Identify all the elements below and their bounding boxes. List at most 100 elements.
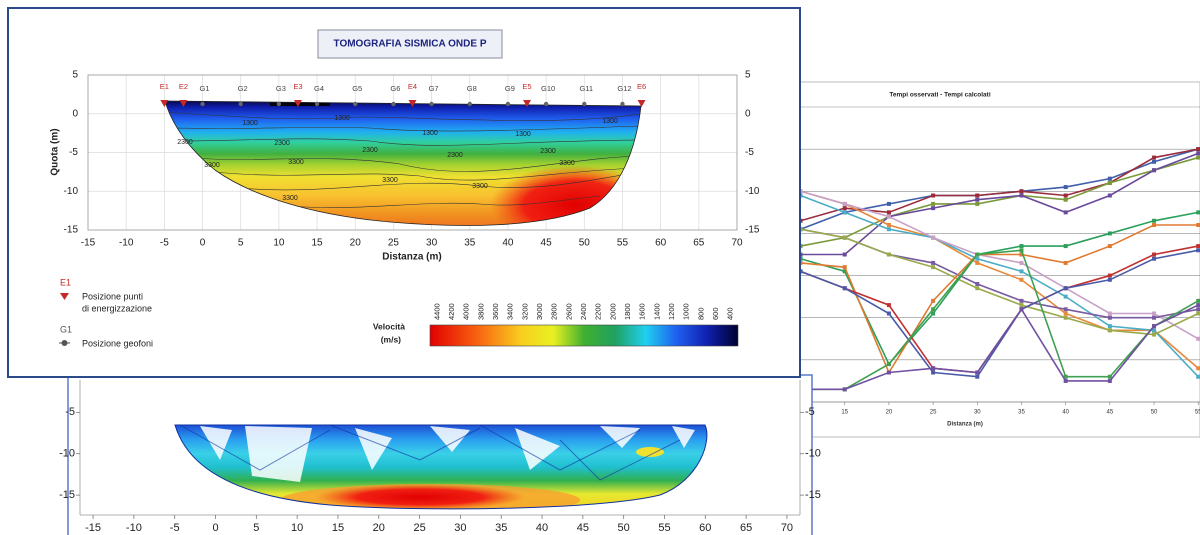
contour-line bbox=[239, 171, 641, 191]
series-marker bbox=[1107, 193, 1112, 198]
x-tick-label: -5 bbox=[160, 238, 169, 249]
series-marker bbox=[975, 201, 980, 206]
x-tick-label: -10 bbox=[126, 522, 142, 534]
series-marker bbox=[1019, 269, 1024, 274]
legend-text: Posizione punti bbox=[82, 291, 143, 301]
x-tick-label: 40 bbox=[502, 238, 514, 249]
series-marker bbox=[886, 201, 891, 206]
x-tick-label: 50 bbox=[579, 238, 591, 249]
series-marker bbox=[1063, 307, 1068, 312]
series-marker bbox=[1196, 248, 1200, 253]
series-marker bbox=[1107, 277, 1112, 282]
series-marker bbox=[931, 201, 936, 206]
series-line bbox=[800, 190, 1199, 369]
contour-label: 2300 bbox=[447, 152, 463, 159]
y-tick-label: -15 bbox=[64, 225, 79, 236]
series-marker bbox=[1196, 223, 1200, 227]
velocity-field bbox=[270, 101, 330, 106]
series-marker bbox=[1019, 252, 1024, 257]
x-tick-label: 35 bbox=[495, 522, 507, 534]
x-tick-label: -15 bbox=[85, 522, 101, 534]
series-marker bbox=[1196, 147, 1200, 152]
y-tick-label: 5 bbox=[745, 70, 751, 81]
series-marker bbox=[886, 370, 891, 375]
series-marker bbox=[886, 252, 891, 257]
legend-text: di energizzazione bbox=[82, 303, 152, 313]
x-tick-label: 10 bbox=[291, 522, 303, 534]
series-marker bbox=[1107, 176, 1112, 181]
series-marker bbox=[1019, 298, 1024, 303]
x-axis-label: Distanza (m) bbox=[947, 422, 983, 428]
geophone-label: G10 bbox=[541, 84, 555, 93]
series-line bbox=[800, 156, 1199, 247]
series-marker bbox=[1196, 298, 1200, 303]
series-marker bbox=[1107, 374, 1112, 379]
colorbar-tick-label: 1800 bbox=[623, 303, 632, 320]
contour-label: 1300 bbox=[334, 115, 350, 122]
colorbar-tick-label: 4200 bbox=[447, 303, 456, 320]
contour-label: 2300 bbox=[362, 147, 378, 154]
velocity-field bbox=[315, 484, 525, 509]
plot-area bbox=[797, 106, 1200, 405]
series-marker bbox=[1196, 311, 1200, 316]
series-marker bbox=[886, 223, 891, 227]
contour-line bbox=[194, 155, 641, 172]
geophone-label: G7 bbox=[429, 84, 439, 93]
legend-symbol-label: G1 bbox=[60, 324, 72, 334]
geophone-marker bbox=[543, 101, 549, 107]
series-marker bbox=[1063, 210, 1068, 215]
series-marker bbox=[1107, 180, 1112, 185]
geophone-marker bbox=[620, 101, 625, 107]
series-line bbox=[800, 190, 1199, 340]
colorbar-tick-label: 2800 bbox=[550, 303, 559, 320]
x-tick-label: 50 bbox=[618, 522, 630, 534]
series-marker bbox=[1063, 197, 1068, 202]
y-tick-label: -5 bbox=[65, 406, 75, 418]
plot-frame bbox=[87, 74, 738, 231]
x-tick-label: 5 bbox=[253, 522, 259, 534]
series-marker bbox=[1152, 155, 1157, 160]
geophone-label: G11 bbox=[579, 84, 593, 93]
x-tick-label: 55 bbox=[1195, 410, 1200, 416]
series-marker bbox=[886, 214, 891, 219]
electrode-marker bbox=[637, 100, 646, 107]
colorbar-tick-label: 400 bbox=[726, 307, 735, 320]
model-outline bbox=[174, 424, 708, 510]
x-tick-label: -10 bbox=[119, 238, 134, 249]
series-marker bbox=[1063, 315, 1068, 320]
series-marker bbox=[1152, 223, 1157, 227]
series-marker bbox=[1019, 193, 1024, 198]
x-tick-label: 35 bbox=[464, 238, 476, 249]
contour-label: 1300 bbox=[242, 120, 258, 127]
contour-label: 3300 bbox=[282, 195, 298, 202]
colorbar-tick-label: 2000 bbox=[608, 303, 617, 320]
series-marker bbox=[1063, 374, 1068, 379]
colorbar-tick-label: 4400 bbox=[432, 303, 441, 320]
x-axis-label: Distanza (m) bbox=[382, 252, 441, 263]
x-tick-label: 50 bbox=[1151, 410, 1158, 416]
geophone-marker bbox=[200, 101, 205, 107]
geophone-marker bbox=[353, 101, 358, 107]
colorbar-tick-label: 3000 bbox=[535, 303, 544, 320]
series-marker bbox=[931, 260, 936, 265]
series-marker bbox=[1196, 244, 1200, 249]
series-marker bbox=[975, 260, 980, 265]
contour-label: 3300 bbox=[382, 177, 398, 184]
series-marker bbox=[1196, 336, 1200, 341]
x-tick-label: 70 bbox=[731, 238, 743, 249]
series-marker bbox=[931, 307, 936, 312]
series-marker bbox=[975, 370, 980, 375]
series-marker bbox=[1063, 378, 1068, 383]
cell-edge bbox=[479, 425, 641, 471]
y-tick-label: -5 bbox=[69, 147, 78, 158]
y-tick-label: -10 bbox=[59, 448, 75, 460]
contour-label: 3300 bbox=[559, 160, 575, 167]
series-marker bbox=[931, 206, 936, 211]
colorbar-tick-label: 1200 bbox=[667, 303, 676, 320]
geophone-label: G8 bbox=[467, 84, 477, 93]
series-marker bbox=[931, 193, 936, 198]
cell-edge bbox=[329, 425, 481, 461]
colorbar-tick-label: 600 bbox=[711, 307, 720, 320]
series-marker bbox=[975, 286, 980, 291]
